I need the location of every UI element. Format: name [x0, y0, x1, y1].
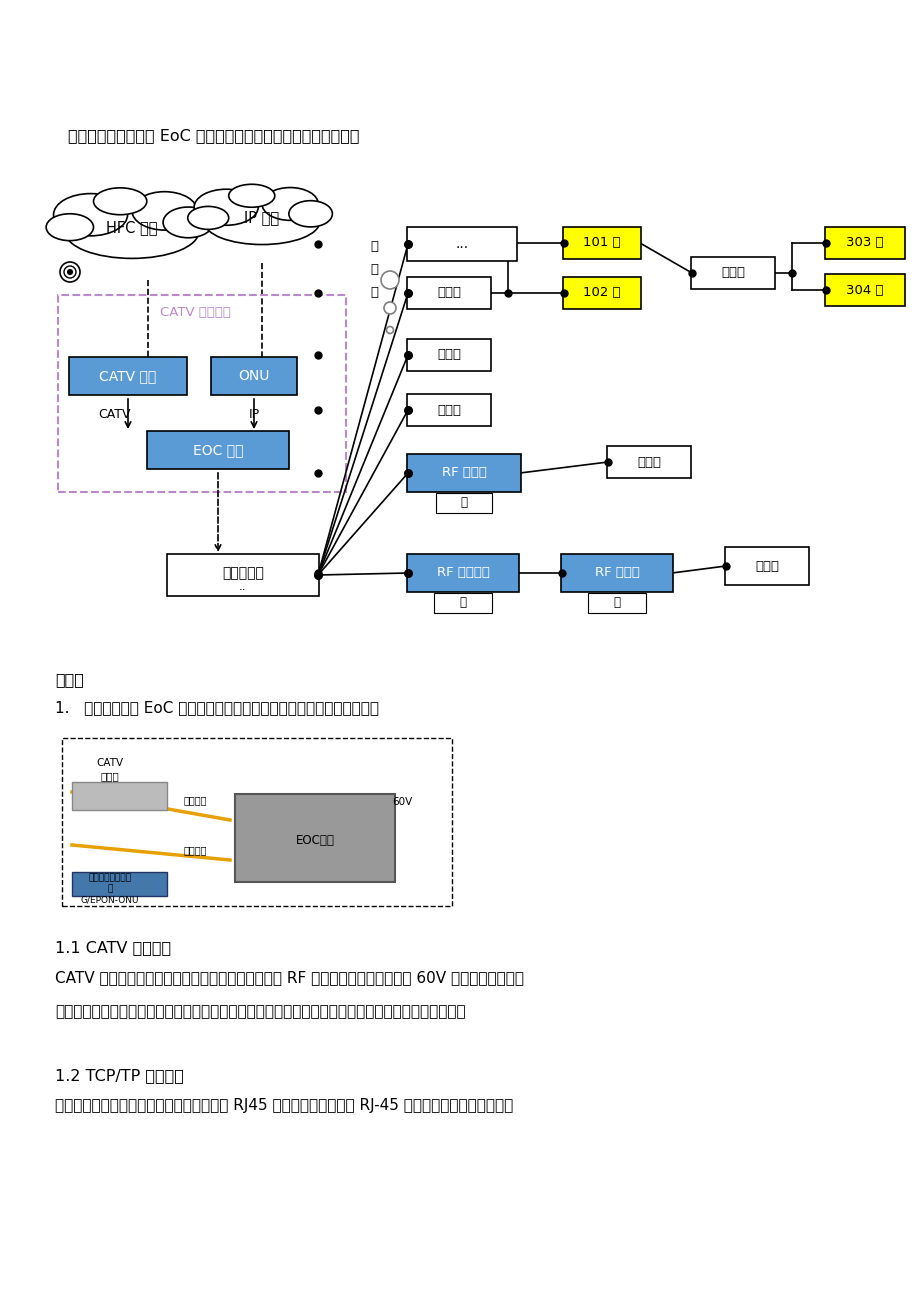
FancyBboxPatch shape	[72, 783, 167, 810]
Text: 跳: 跳	[459, 596, 466, 609]
Text: RF 放大器: RF 放大器	[594, 566, 639, 579]
Text: ONU: ONU	[238, 368, 269, 383]
Text: IP 网络: IP 网络	[244, 211, 279, 225]
Text: CATV 光节: CATV 光节	[99, 368, 156, 383]
FancyBboxPatch shape	[406, 339, 491, 371]
Text: 跳: 跳	[613, 596, 619, 609]
Text: 1.1 CATV 信号输入: 1.1 CATV 信号输入	[55, 940, 171, 954]
Text: HFC 网络: HFC 网络	[106, 220, 157, 234]
Text: CATV 信号输入只需将上级放大器或光接收机下来的 RF 信号插入接口即可。若为 60V 供电方式的头端，: CATV 信号输入只需将上级放大器或光接收机下来的 RF 信号插入接口即可。若为…	[55, 970, 524, 986]
FancyBboxPatch shape	[406, 395, 491, 426]
Ellipse shape	[262, 187, 318, 220]
FancyBboxPatch shape	[406, 277, 491, 309]
Circle shape	[67, 270, 73, 275]
FancyBboxPatch shape	[561, 553, 673, 592]
Text: 304 室: 304 室	[845, 284, 883, 297]
Text: 确认后可以开始部署 EoC 接入网络，按照以下拓扑图进行部署：: 确认后可以开始部署 EoC 接入网络，按照以下拓扑图进行部署：	[68, 128, 359, 143]
FancyBboxPatch shape	[824, 227, 904, 259]
FancyBboxPatch shape	[406, 454, 520, 492]
Text: IP: IP	[248, 408, 259, 421]
Text: 1.   首先部署安装 EoC 局端设备，示意图见下图，安装方法与工艺如下：: 1. 首先部署安装 EoC 局端设备，示意图见下图，安装方法与工艺如下：	[55, 700, 379, 715]
Ellipse shape	[187, 207, 229, 229]
Text: 同轴电缆: 同轴电缆	[183, 796, 207, 805]
FancyBboxPatch shape	[434, 592, 492, 613]
Circle shape	[386, 327, 393, 333]
FancyBboxPatch shape	[587, 592, 645, 613]
Ellipse shape	[289, 201, 332, 227]
Circle shape	[380, 271, 399, 289]
Text: 信号输出口附近插片控制与是否通过光机供电，若是通过信号随缆供电方式，则插上；反之，则拔掉。: 信号输出口附近插片控制与是否通过光机供电，若是通过信号随缆供电方式，则插上；反之…	[55, 1004, 465, 1019]
Text: 303 室: 303 室	[845, 237, 883, 250]
Ellipse shape	[229, 185, 275, 207]
Text: 电缆分配网: 电缆分配网	[221, 566, 264, 579]
FancyBboxPatch shape	[210, 357, 297, 395]
Text: 分配器: 分配器	[720, 267, 744, 280]
Text: 1.2 TCP/TP 信号输入: 1.2 TCP/TP 信号输入	[55, 1068, 184, 1083]
FancyBboxPatch shape	[406, 227, 516, 260]
Text: 分支器: 分支器	[636, 456, 660, 469]
Text: CATV
光节点: CATV 光节点	[96, 758, 123, 781]
Text: 101 室: 101 室	[583, 237, 620, 250]
Text: 分支器: 分支器	[437, 349, 460, 362]
FancyBboxPatch shape	[607, 447, 690, 478]
Text: EOC 局端: EOC 局端	[193, 443, 243, 457]
Text: 至
各
楼: 至 各 楼	[369, 240, 378, 299]
FancyBboxPatch shape	[562, 227, 641, 259]
Ellipse shape	[94, 187, 147, 215]
Circle shape	[383, 302, 395, 314]
Circle shape	[64, 266, 76, 279]
FancyBboxPatch shape	[824, 273, 904, 306]
Ellipse shape	[65, 206, 199, 258]
Text: 分配器: 分配器	[437, 286, 460, 299]
Text: 同轴电缆: 同轴电缆	[183, 845, 207, 855]
Ellipse shape	[204, 199, 319, 245]
FancyBboxPatch shape	[690, 256, 774, 289]
Text: ...: ...	[455, 237, 468, 251]
FancyBboxPatch shape	[167, 553, 319, 596]
FancyBboxPatch shape	[562, 277, 641, 309]
FancyBboxPatch shape	[147, 431, 289, 469]
FancyBboxPatch shape	[62, 738, 451, 906]
FancyBboxPatch shape	[436, 493, 492, 513]
FancyBboxPatch shape	[72, 872, 167, 896]
FancyBboxPatch shape	[69, 357, 187, 395]
Text: CATV: CATV	[98, 408, 131, 421]
FancyBboxPatch shape	[234, 794, 394, 881]
Ellipse shape	[194, 189, 258, 225]
FancyBboxPatch shape	[406, 553, 518, 592]
Ellipse shape	[163, 207, 213, 238]
Circle shape	[60, 262, 80, 283]
Ellipse shape	[46, 214, 94, 241]
Text: CATV 光交接箱: CATV 光交接箱	[160, 306, 231, 319]
Text: 说明：: 说明：	[55, 672, 84, 687]
Text: RF 单向放大: RF 单向放大	[437, 566, 489, 579]
Text: 分支器: 分支器	[754, 560, 778, 573]
Text: 102 室: 102 室	[583, 286, 620, 299]
Text: ..: ..	[239, 581, 246, 594]
Ellipse shape	[131, 191, 197, 230]
FancyBboxPatch shape	[724, 547, 808, 585]
Text: 60V: 60V	[391, 797, 412, 807]
Text: 跳: 跳	[460, 496, 467, 509]
Text: 将设备的以太网线连接到上联以太网设备的 RJ45 以太网端口上。插入 RJ-45 接头时，以接头卡喀一声确: 将设备的以太网线连接到上联以太网设备的 RJ45 以太网端口上。插入 RJ-45…	[55, 1098, 513, 1113]
Text: 分支器: 分支器	[437, 404, 460, 417]
Text: EOC局端: EOC局端	[295, 833, 335, 846]
Text: 以太网光纤收发机
或
G/EPON-ONU: 以太网光纤收发机 或 G/EPON-ONU	[81, 874, 139, 904]
Ellipse shape	[53, 194, 128, 236]
Text: RF 放大器: RF 放大器	[441, 466, 486, 479]
